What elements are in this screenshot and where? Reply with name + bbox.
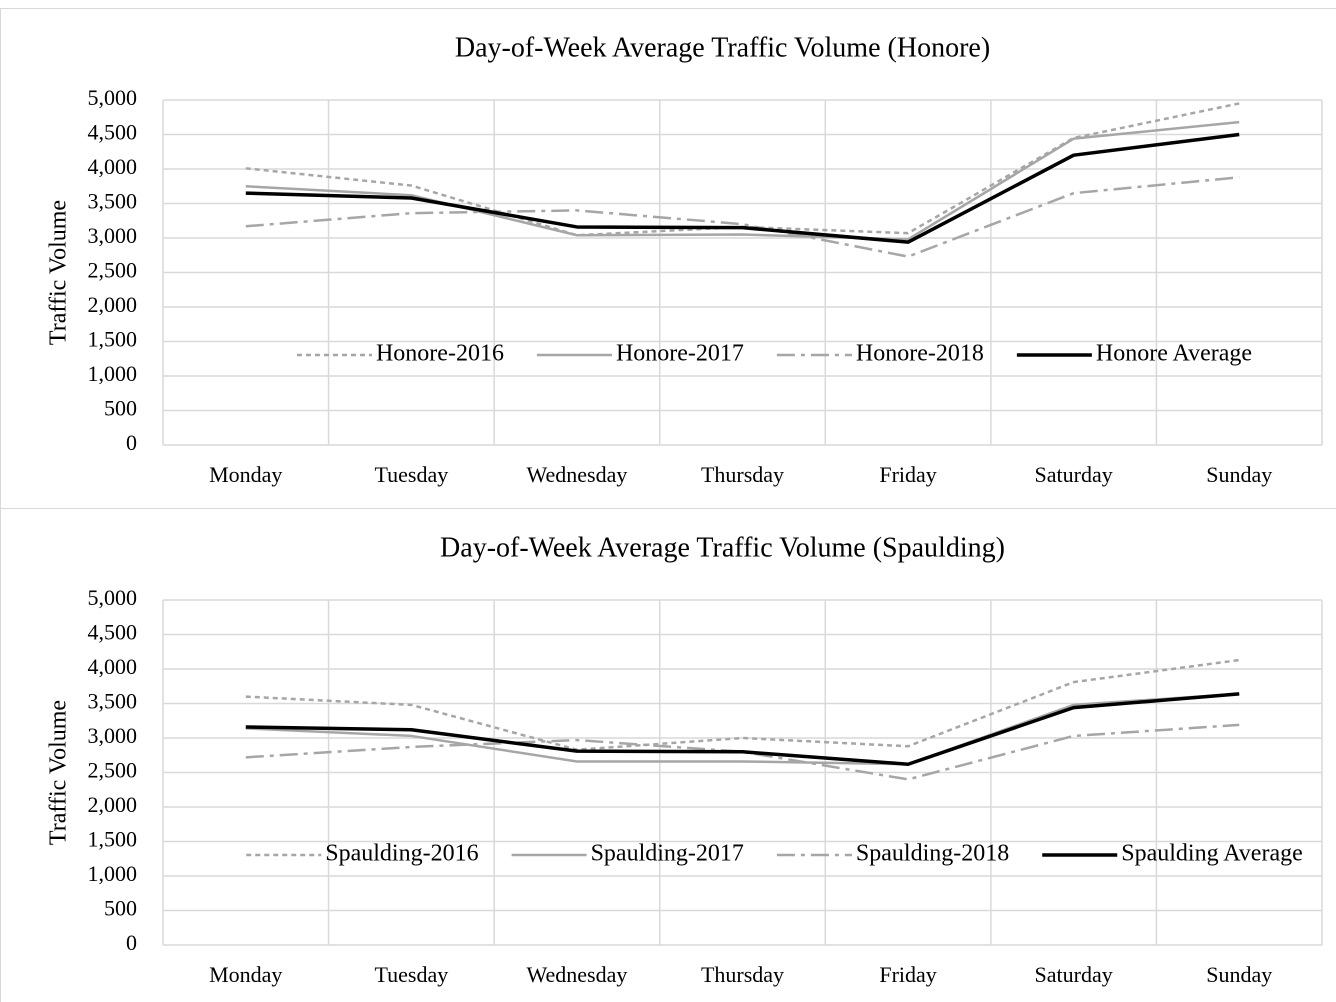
x-tick-label: Monday (209, 462, 282, 487)
y-axis-title: Traffic Volume (46, 200, 72, 345)
y-tick-label: 4,000 (88, 654, 138, 679)
y-tick-label: 4,500 (88, 620, 138, 645)
y-tick-label: 0 (126, 930, 137, 955)
x-tick-label: Wednesday (526, 462, 627, 487)
legend-label: Honore-2017 (616, 341, 744, 367)
x-tick-label: Tuesday (374, 962, 448, 987)
series-line (245, 176, 1240, 258)
y-tick-label: 2,500 (88, 758, 138, 783)
legend-label: Spaulding-2016 (325, 841, 478, 867)
series-line (245, 692, 1240, 766)
series-line (245, 120, 1240, 241)
x-tick-label: Saturday (1035, 962, 1113, 987)
y-tick-label: 3,000 (88, 723, 138, 748)
legend-label: Spaulding-2018 (856, 841, 1009, 867)
legend-label: Spaulding Average (1121, 841, 1303, 867)
y-tick-label: 3,500 (88, 689, 138, 714)
chart-title: Day-of-Week Average Traffic Volume (Spau… (440, 532, 1005, 563)
y-tick-label: 5,000 (88, 85, 138, 110)
x-tick-label: Tuesday (374, 462, 448, 487)
x-tick-label: Monday (209, 962, 282, 987)
legend-label: Honore-2018 (856, 341, 984, 367)
y-tick-label: 1,500 (88, 827, 138, 852)
series-line (245, 132, 1240, 244)
y-tick-label: 4,500 (88, 120, 138, 145)
y-tick-label: 5,000 (88, 585, 138, 610)
y-tick-label: 0 (126, 430, 137, 455)
y-tick-label: 2,500 (88, 258, 138, 283)
x-tick-label: Wednesday (526, 962, 627, 987)
legend-label: Honore Average (1096, 341, 1252, 367)
chart-frame (0, 8, 1336, 509)
series-line (245, 658, 1240, 751)
y-tick-label: 2,000 (88, 292, 138, 317)
y-tick-label: 2,000 (88, 792, 138, 817)
series-line (245, 692, 1240, 766)
y-tick-label: 500 (104, 396, 137, 421)
legend-label: Honore-2016 (376, 341, 504, 367)
legend-label: Spaulding-2017 (591, 841, 744, 867)
chart-title: Day-of-Week Average Traffic Volume (Hono… (455, 32, 990, 63)
y-axis-title: Traffic Volume (46, 700, 72, 845)
x-tick-label: Friday (879, 462, 936, 487)
chart-frame (0, 508, 1336, 1002)
x-tick-label: Sunday (1206, 462, 1272, 487)
y-tick-label: 3,500 (88, 189, 138, 214)
x-tick-label: Sunday (1206, 962, 1272, 987)
y-tick-label: 1,000 (88, 861, 138, 886)
y-tick-label: 500 (104, 896, 137, 921)
y-tick-label: 4,000 (88, 154, 138, 179)
x-tick-label: Thursday (701, 962, 784, 987)
x-tick-label: Friday (879, 962, 936, 987)
x-tick-label: Saturday (1035, 462, 1113, 487)
y-tick-label: 1,000 (88, 361, 138, 386)
y-tick-label: 1,500 (88, 327, 138, 352)
y-tick-label: 3,000 (88, 223, 138, 248)
x-tick-label: Thursday (701, 462, 784, 487)
